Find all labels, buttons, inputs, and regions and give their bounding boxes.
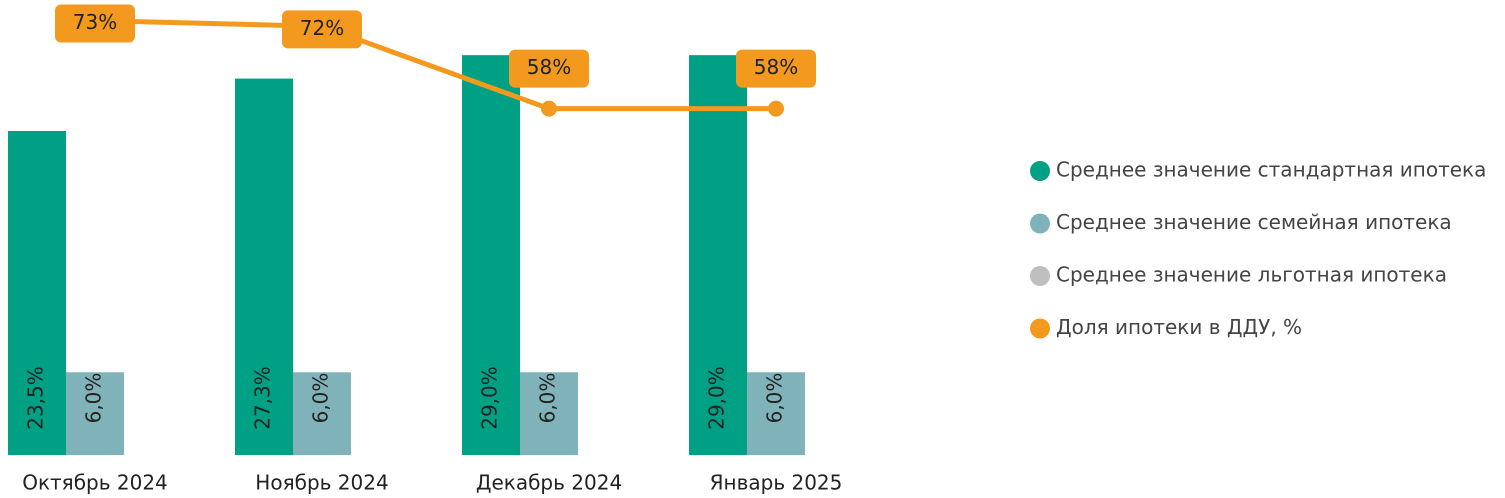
legend-marker [1030, 161, 1050, 181]
x-tick-label: Январь 2025 [710, 471, 843, 495]
label-box [736, 49, 816, 88]
data-label: 6,0% [309, 373, 333, 424]
data-label: 27,3% [251, 366, 275, 430]
bar [8, 130, 66, 455]
label-box [282, 10, 362, 49]
legend-marker [1030, 318, 1050, 339]
data-label: 6,0% [536, 373, 560, 424]
legend-label: Среднее значение льготная ипотека [1056, 263, 1447, 287]
data-label: 29,0% [478, 366, 502, 430]
data-label: 58% [527, 55, 571, 79]
legend-label: Среднее значение стандартная ипотека [1056, 158, 1486, 182]
label-box [55, 4, 135, 43]
label-box [509, 49, 589, 88]
legend-marker [1030, 213, 1050, 234]
data-label: 23,5% [24, 366, 48, 430]
legend-label: Доля ипотеки в ДДУ, % [1056, 315, 1302, 339]
bar [66, 372, 124, 455]
data-label: 72% [300, 16, 344, 40]
bar [462, 55, 520, 455]
x-tick-label: Ноябрь 2024 [255, 471, 388, 495]
legend: Среднее значение стандартная ипотека Сред… [1030, 158, 1486, 339]
bar [689, 55, 747, 455]
data-label: 6,0% [763, 373, 787, 424]
bar [293, 372, 351, 455]
bar [235, 78, 293, 455]
data-label: 6,0% [82, 373, 106, 424]
legend-label: Среднее значение семейная ипотека [1056, 210, 1452, 234]
x-tick-label: Декабрь 2024 [476, 471, 622, 495]
bar [747, 372, 805, 455]
data-label: 73% [73, 10, 117, 34]
line [94, 18, 776, 112]
data-label: 29,0% [705, 366, 729, 430]
line-point [541, 100, 557, 117]
bar [520, 372, 578, 455]
line-point [768, 100, 784, 117]
legend-marker [1030, 266, 1050, 286]
x-tick-label: Октябрь 2024 [22, 471, 168, 495]
data-label: 58% [754, 55, 798, 79]
